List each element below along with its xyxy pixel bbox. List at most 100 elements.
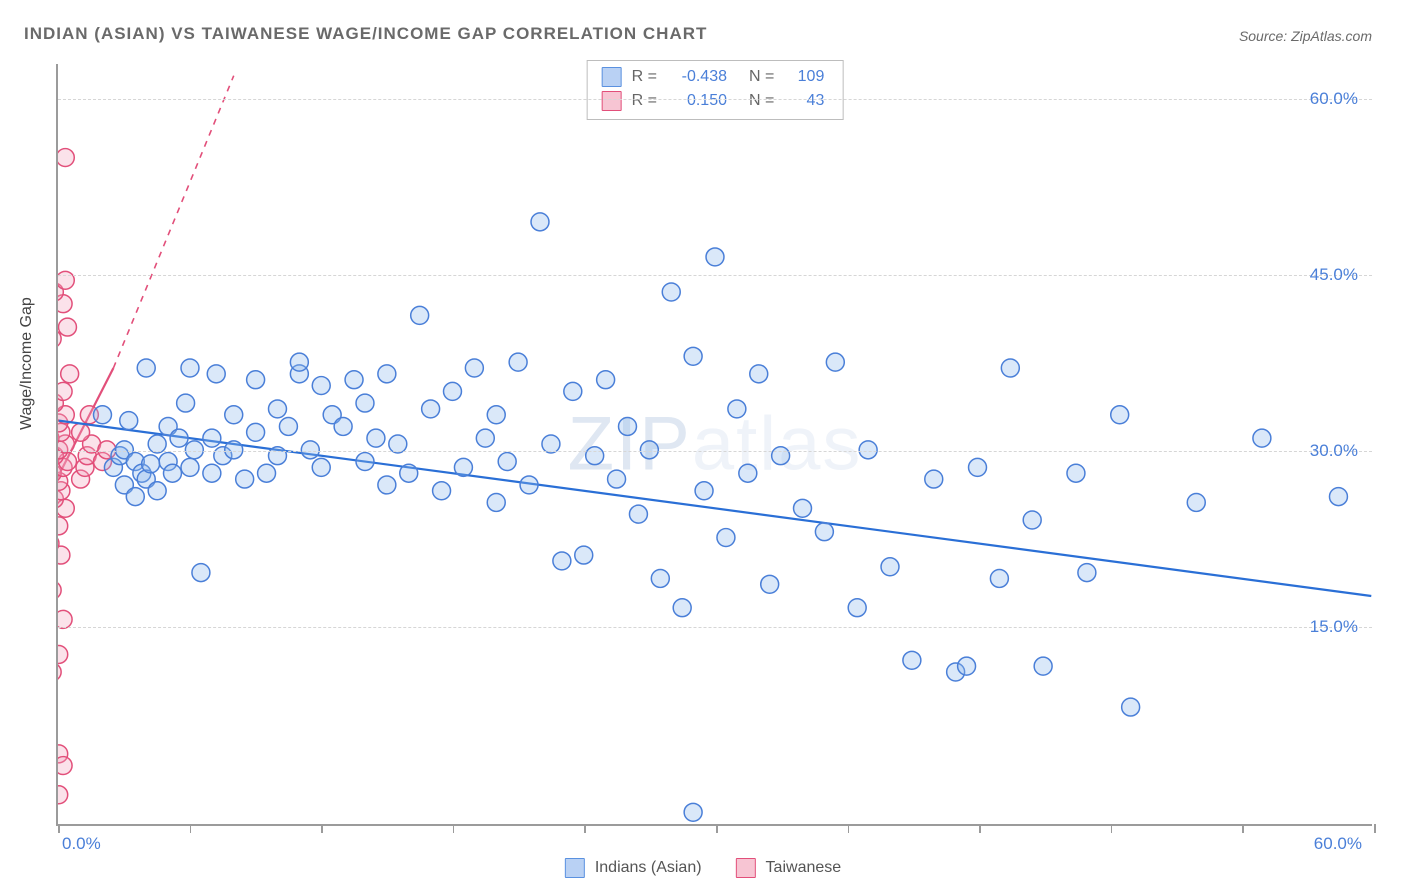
data-point	[269, 400, 287, 418]
data-point	[673, 599, 691, 617]
data-point	[586, 447, 604, 465]
data-point	[826, 353, 844, 371]
data-point	[170, 429, 188, 447]
data-point	[684, 347, 702, 365]
data-point	[487, 493, 505, 511]
y-tick-label: 30.0%	[1310, 441, 1358, 461]
x-tick	[453, 824, 455, 833]
data-point	[225, 406, 243, 424]
data-point	[520, 476, 538, 494]
legend-row: R = 0.150 N = 43	[602, 89, 825, 113]
y-axis-label: Wage/Income Gap	[18, 297, 36, 430]
data-point	[120, 412, 138, 430]
x-tick	[1374, 824, 1376, 833]
data-point	[465, 359, 483, 377]
data-point	[433, 482, 451, 500]
gridline	[58, 627, 1372, 628]
data-point	[619, 417, 637, 435]
data-point	[1078, 564, 1096, 582]
data-point	[58, 581, 61, 599]
data-point	[794, 499, 812, 517]
data-point	[564, 382, 582, 400]
data-point	[164, 464, 182, 482]
data-point	[312, 458, 330, 476]
data-point	[969, 458, 987, 476]
y-tick-label: 45.0%	[1310, 265, 1358, 285]
data-point	[1122, 698, 1140, 716]
data-point	[301, 441, 319, 459]
data-point	[58, 382, 72, 400]
data-point	[848, 599, 866, 617]
data-point	[750, 365, 768, 383]
data-point	[859, 441, 877, 459]
data-point	[58, 149, 74, 167]
data-point	[815, 523, 833, 541]
legend-label: Indians (Asian)	[595, 859, 702, 877]
data-point	[312, 377, 330, 395]
n-label: N =	[749, 65, 774, 89]
data-point	[356, 394, 374, 412]
data-point	[531, 213, 549, 231]
data-point	[58, 645, 68, 663]
data-point	[597, 371, 615, 389]
data-point	[422, 400, 440, 418]
data-point	[717, 529, 735, 547]
data-point	[476, 429, 494, 447]
x-tick	[58, 824, 60, 833]
x-tick	[190, 824, 192, 833]
x-tick	[848, 824, 850, 833]
data-point	[608, 470, 626, 488]
data-point	[487, 406, 505, 424]
data-point	[181, 458, 199, 476]
n-value-indian: 109	[784, 65, 824, 89]
data-point	[728, 400, 746, 418]
data-point	[61, 365, 79, 383]
legend-item: Indians (Asian)	[565, 858, 702, 878]
data-point	[185, 441, 203, 459]
legend-stats: R = -0.438 N = 109 R = 0.150 N = 43	[587, 60, 844, 120]
x-tick	[979, 824, 981, 833]
plot-area: ZIPatlas R = -0.438 N = 109 R = 0.150 N …	[56, 64, 1372, 826]
data-point	[881, 558, 899, 576]
data-point	[72, 423, 90, 441]
legend-swatch	[565, 858, 585, 878]
x-tick	[1242, 824, 1244, 833]
data-point	[58, 786, 68, 804]
chart-title: INDIAN (ASIAN) VS TAIWANESE WAGE/INCOME …	[24, 24, 707, 44]
y-tick-label: 60.0%	[1310, 89, 1358, 109]
legend-swatch	[736, 858, 756, 878]
data-point	[1023, 511, 1041, 529]
scatter-svg	[58, 64, 1372, 824]
data-point	[1329, 488, 1347, 506]
data-point	[378, 365, 396, 383]
data-point	[1034, 657, 1052, 675]
data-point	[400, 464, 418, 482]
r-label: R =	[632, 89, 657, 113]
data-point	[203, 464, 221, 482]
data-point	[925, 470, 943, 488]
correlation-chart: INDIAN (ASIAN) VS TAIWANESE WAGE/INCOME …	[0, 0, 1406, 892]
data-point	[1253, 429, 1271, 447]
source-attribution: Source: ZipAtlas.com	[1239, 28, 1372, 44]
data-point	[1111, 406, 1129, 424]
trend-line-extrapolated	[113, 76, 233, 368]
data-point	[444, 382, 462, 400]
data-point	[148, 482, 166, 500]
data-point	[58, 757, 72, 775]
legend-item: Taiwanese	[736, 858, 842, 878]
x-tick	[321, 824, 323, 833]
x-max-label: 60.0%	[1314, 834, 1362, 854]
data-point	[640, 441, 658, 459]
r-label: R =	[632, 65, 657, 89]
data-point	[137, 359, 155, 377]
r-value-taiwanese: 0.150	[667, 89, 727, 113]
data-point	[509, 353, 527, 371]
data-point	[498, 453, 516, 471]
data-point	[203, 429, 221, 447]
data-point	[356, 453, 374, 471]
data-point	[706, 248, 724, 266]
data-point	[142, 455, 160, 473]
data-point	[772, 447, 790, 465]
data-point	[345, 371, 363, 389]
n-label: N =	[749, 89, 774, 113]
